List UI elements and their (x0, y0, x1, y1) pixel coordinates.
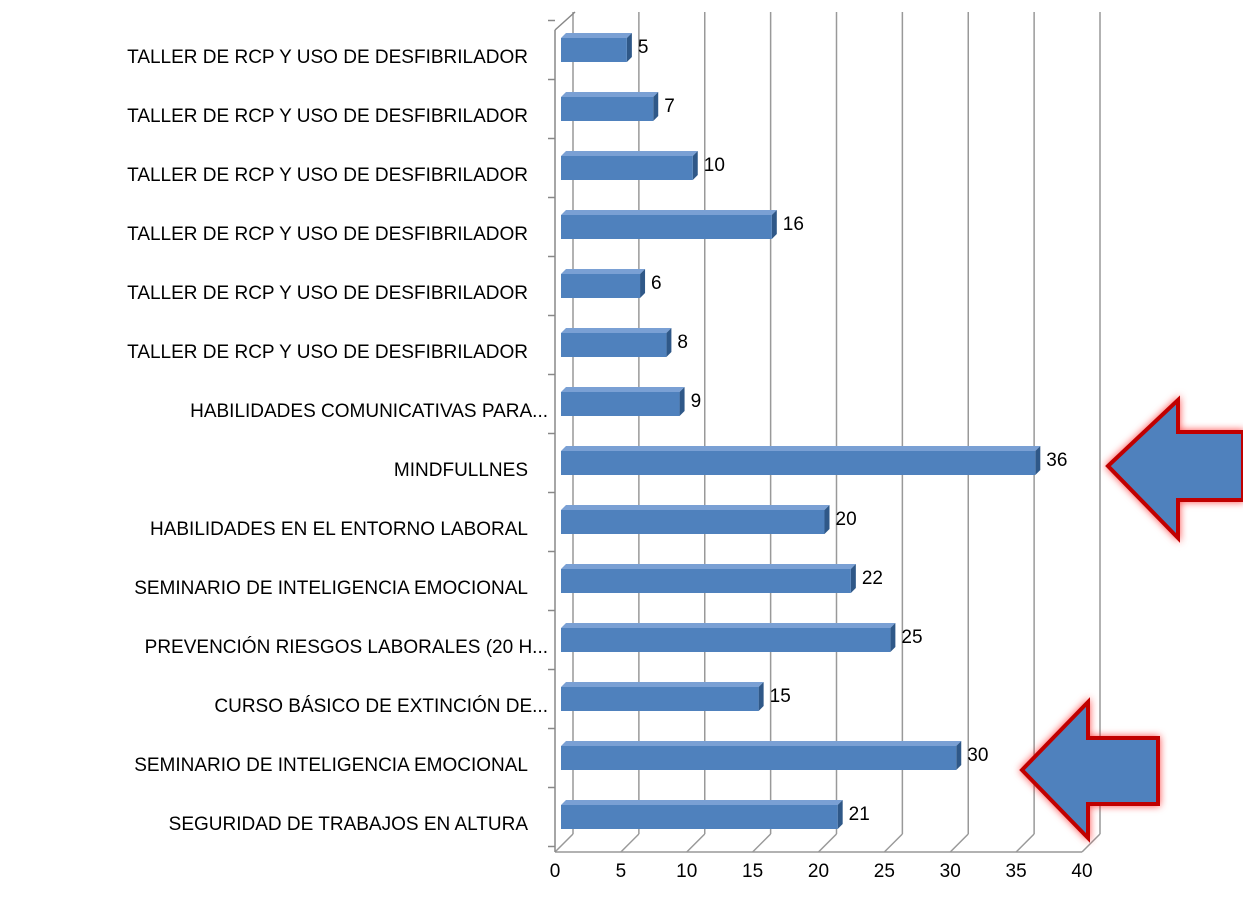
bar-side (692, 151, 698, 180)
value-label: 20 (836, 509, 857, 530)
grid (554, 12, 1101, 853)
y-tick-label: CURSO BÁSICO DE EXTINCIÓN DE... (214, 695, 548, 717)
grid-line (1015, 833, 1035, 853)
value-label: 30 (967, 745, 988, 766)
grid-line (752, 833, 772, 853)
grid-line (620, 833, 640, 853)
bar (561, 38, 627, 62)
bar-top (561, 328, 672, 333)
bar (561, 805, 838, 829)
bar (561, 510, 825, 534)
x-tick-label: 40 (1071, 861, 1092, 882)
bar-top (561, 151, 698, 156)
value-label: 10 (704, 155, 725, 176)
value-label: 5 (638, 37, 649, 58)
bar-top (561, 800, 843, 805)
bar-top (561, 210, 777, 215)
bar (561, 746, 957, 770)
x-tick-label: 0 (550, 861, 561, 882)
bar-side (824, 505, 830, 534)
y-tick-label: TALLER DE RCP Y USO DE DESFIBRILADOR (127, 283, 528, 304)
x-tick-label: 20 (808, 861, 829, 882)
bar-side (626, 33, 632, 62)
y-tick-label: MINDFULLNES (394, 460, 528, 481)
y-tick-label: SEGURIDAD DE TRABAJOS EN ALTURA (169, 814, 529, 835)
grid-line (883, 833, 903, 853)
bar-top (561, 741, 962, 746)
bar-side (1035, 446, 1041, 475)
bar-side (890, 623, 896, 652)
bar (561, 333, 667, 357)
bar-top (561, 564, 856, 569)
bar-side (640, 269, 646, 298)
y-tick-label: HABILIDADES COMUNICATIVAS PARA... (190, 401, 548, 422)
bar (561, 156, 693, 180)
bar-side (956, 741, 962, 770)
bar-side (837, 800, 843, 829)
y-tick-label: SEMINARIO DE INTELIGENCIA EMOCIONAL (134, 755, 528, 776)
bar-top (561, 387, 685, 392)
bar (561, 97, 654, 121)
y-tick-label: SEMINARIO DE INTELIGENCIA EMOCIONAL (134, 578, 528, 599)
bar-side (850, 564, 856, 593)
grid-line (554, 833, 574, 853)
grid-line (949, 833, 969, 853)
bar-side (758, 682, 764, 711)
value-label: 36 (1046, 450, 1067, 471)
bar (561, 215, 772, 239)
bar (561, 628, 891, 652)
grid-line (686, 833, 706, 853)
value-label: 22 (862, 568, 883, 589)
x-tick-label: 35 (1006, 861, 1027, 882)
x-tick-label: 30 (940, 861, 961, 882)
bar-side (666, 328, 672, 357)
axis-top (554, 11, 576, 31)
arrow (1019, 697, 1160, 843)
value-label: 8 (677, 332, 688, 353)
y-tick-label: TALLER DE RCP Y USO DE DESFIBRILADOR (127, 106, 528, 127)
x-tick-label: 15 (742, 861, 763, 882)
value-label: 16 (783, 214, 804, 235)
bar (561, 274, 641, 298)
x-tick-label: 10 (676, 861, 697, 882)
bar (561, 392, 680, 416)
bar-side (771, 210, 777, 239)
y-tick-label: PREVENCIÓN RIESGOS LABORALES (20 H... (145, 636, 548, 658)
y-tick-label: HABILIDADES EN EL ENTORNO LABORAL (150, 519, 528, 540)
y-tick-label: TALLER DE RCP Y USO DE DESFIBRILADOR (127, 224, 528, 245)
bar (561, 569, 851, 593)
x-tick-label: 25 (874, 861, 895, 882)
value-label: 21 (849, 804, 870, 825)
x-tick-label: 5 (616, 861, 627, 882)
bar-side (679, 387, 685, 416)
value-label: 25 (901, 627, 922, 648)
value-label: 7 (664, 96, 675, 117)
grid-line (1081, 833, 1101, 853)
bar-top (561, 682, 764, 687)
arrow (1105, 395, 1243, 543)
grid-line (817, 833, 838, 853)
value-label: 6 (651, 273, 662, 294)
bar-top (561, 33, 632, 38)
y-tick-label: TALLER DE RCP Y USO DE DESFIBRILADOR (127, 47, 528, 68)
bar-top (561, 269, 646, 274)
bar (561, 687, 759, 711)
y-tick-label: TALLER DE RCP Y USO DE DESFIBRILADOR (127, 342, 528, 363)
value-label: 15 (770, 686, 791, 707)
bar-side (653, 92, 659, 121)
bar-top (561, 446, 1041, 451)
bar-top (561, 623, 896, 628)
bar-top (561, 92, 659, 97)
y-tick-label: TALLER DE RCP Y USO DE DESFIBRILADOR (127, 165, 528, 186)
bar-top (561, 505, 830, 510)
value-label: 9 (691, 391, 702, 412)
bar (561, 451, 1036, 475)
